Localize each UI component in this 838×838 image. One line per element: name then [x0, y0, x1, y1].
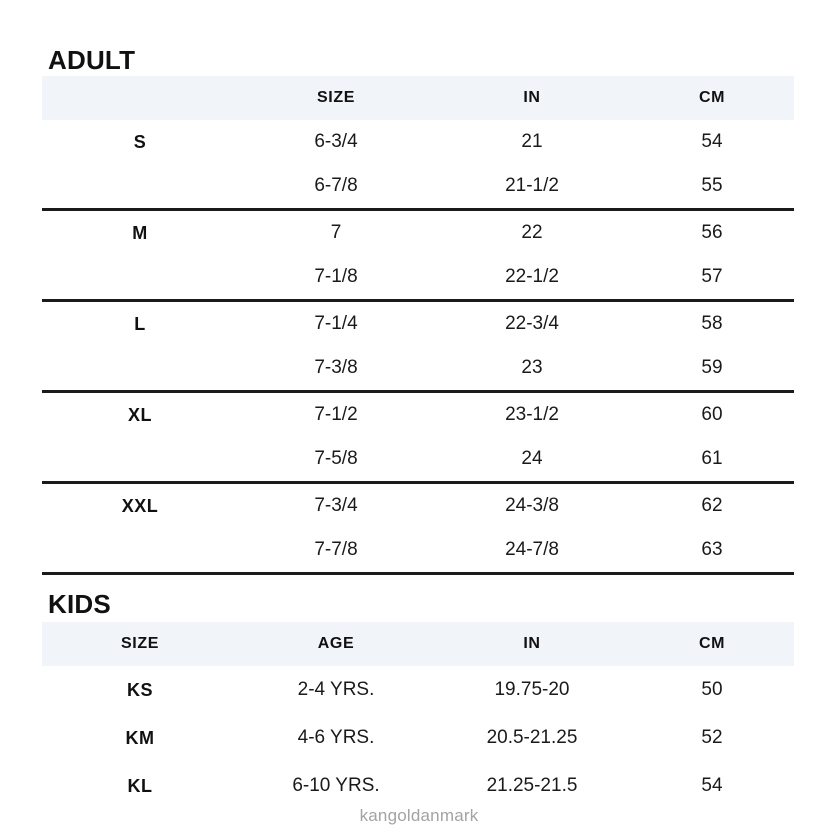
table-row: KL 6-10 YRS. 21.25-21.5 54 — [42, 762, 794, 810]
adult-cell-cm: 62 — [701, 495, 723, 516]
table-row: 7-3/8 23 59 — [42, 346, 794, 393]
table-row: XXL 7-3/4 24-3/8 62 — [42, 483, 794, 529]
adult-cell-cm: 61 — [630, 437, 794, 484]
kids-cell-age: 6-10 YRS. — [292, 775, 380, 796]
adult-cell-size: 7-1/4 — [314, 313, 358, 334]
adult-cell-in: 24-7/8 — [434, 528, 630, 575]
adult-cell-cm: 55 — [630, 164, 794, 211]
kids-cell-age: 2-4 YRS. — [297, 679, 375, 700]
adult-cell-size: 7-5/8 — [238, 437, 434, 484]
adult-size-label: S — [133, 131, 147, 152]
adult-cell-cm: 58 — [701, 313, 723, 334]
table-row: KS 2-4 YRS. 19.75-20 50 — [42, 666, 794, 714]
adult-cell-in: 21-1/2 — [434, 164, 630, 211]
adult-cell-size: 7-3/4 — [314, 495, 358, 516]
adult-header-size: SIZE — [317, 89, 355, 106]
adult-cell-in: 23 — [434, 346, 630, 393]
adult-cell-cm: 59 — [630, 346, 794, 393]
adult-table-header-row: SIZE IN CM — [42, 76, 794, 120]
kids-cell-in: 19.75-20 — [494, 679, 570, 700]
adult-cell-cm: 54 — [701, 131, 723, 152]
kids-header-in: IN — [523, 635, 541, 652]
adult-cell-cm: 63 — [630, 528, 794, 575]
adult-size-label: M — [132, 222, 148, 243]
adult-header-in: IN — [523, 89, 541, 106]
adult-size-label-blank — [42, 528, 238, 575]
adult-cell-in: 24-3/8 — [505, 495, 559, 516]
adult-size-label-blank — [42, 164, 238, 211]
adult-size-label: XXL — [121, 495, 159, 516]
adult-cell-in: 23-1/2 — [505, 404, 559, 425]
kids-header-size: SIZE — [121, 635, 159, 652]
kids-header-cm: CM — [698, 635, 726, 652]
adult-cell-size: 7-1/2 — [314, 404, 358, 425]
adult-cell-size: 6-3/4 — [314, 131, 358, 152]
kids-section-title: KIDS — [48, 589, 111, 620]
kids-cell-cm: 50 — [701, 679, 723, 700]
kids-size-table: SIZE AGE IN CM KS 2-4 YRS. 19.75-20 50 K… — [42, 622, 794, 810]
table-row: 7-5/8 24 61 — [42, 437, 794, 484]
adult-cell-in: 22-1/2 — [434, 255, 630, 302]
kids-cell-age: 4-6 YRS. — [297, 727, 375, 748]
adult-size-table: SIZE IN CM S 6-3/4 21 54 6-7/8 21-1/2 55… — [42, 76, 794, 575]
kids-cell-in: 20.5-21.25 — [486, 727, 578, 748]
adult-section-title: ADULT — [48, 45, 136, 76]
kids-cell-in: 21.25-21.5 — [486, 775, 578, 796]
adult-size-label: XL — [127, 404, 152, 425]
kids-header-age: AGE — [317, 635, 355, 652]
adult-cell-cm: 60 — [701, 404, 723, 425]
watermark: kangoldanmark — [359, 806, 479, 825]
kids-table-header-row: SIZE AGE IN CM — [42, 622, 794, 666]
kids-cell-cm: 52 — [701, 727, 723, 748]
adult-cell-in: 21 — [521, 131, 543, 152]
adult-cell-size: 7 — [330, 222, 342, 243]
kids-cell-size: KS — [126, 679, 153, 700]
table-row: M 7 22 56 — [42, 210, 794, 256]
table-row: L 7-1/4 22-3/4 58 — [42, 301, 794, 347]
table-row: XL 7-1/2 23-1/2 60 — [42, 392, 794, 438]
table-row: 7-1/8 22-1/2 57 — [42, 255, 794, 302]
adult-cell-size: 7-7/8 — [238, 528, 434, 575]
adult-cell-cm: 56 — [701, 222, 723, 243]
table-row: 7-7/8 24-7/8 63 — [42, 528, 794, 575]
adult-cell-size: 6-7/8 — [238, 164, 434, 211]
adult-cell-in: 22 — [521, 222, 543, 243]
table-row: S 6-3/4 21 54 — [42, 120, 794, 164]
table-row: KM 4-6 YRS. 20.5-21.25 52 — [42, 714, 794, 762]
adult-cell-cm: 57 — [630, 255, 794, 302]
adult-cell-in: 24 — [434, 437, 630, 484]
adult-header-cm: CM — [698, 89, 726, 106]
kids-cell-cm: 54 — [701, 775, 723, 796]
adult-cell-in: 22-3/4 — [505, 313, 559, 334]
adult-size-label-blank — [42, 437, 238, 484]
kids-cell-size: KL — [127, 775, 153, 796]
adult-header-blank — [42, 76, 238, 120]
adult-cell-size: 7-3/8 — [238, 346, 434, 393]
adult-size-label-blank — [42, 346, 238, 393]
adult-size-label-blank — [42, 255, 238, 302]
kids-cell-size: KM — [125, 727, 155, 748]
table-row: 6-7/8 21-1/2 55 — [42, 164, 794, 211]
adult-size-label: L — [134, 313, 146, 334]
adult-cell-size: 7-1/8 — [238, 255, 434, 302]
